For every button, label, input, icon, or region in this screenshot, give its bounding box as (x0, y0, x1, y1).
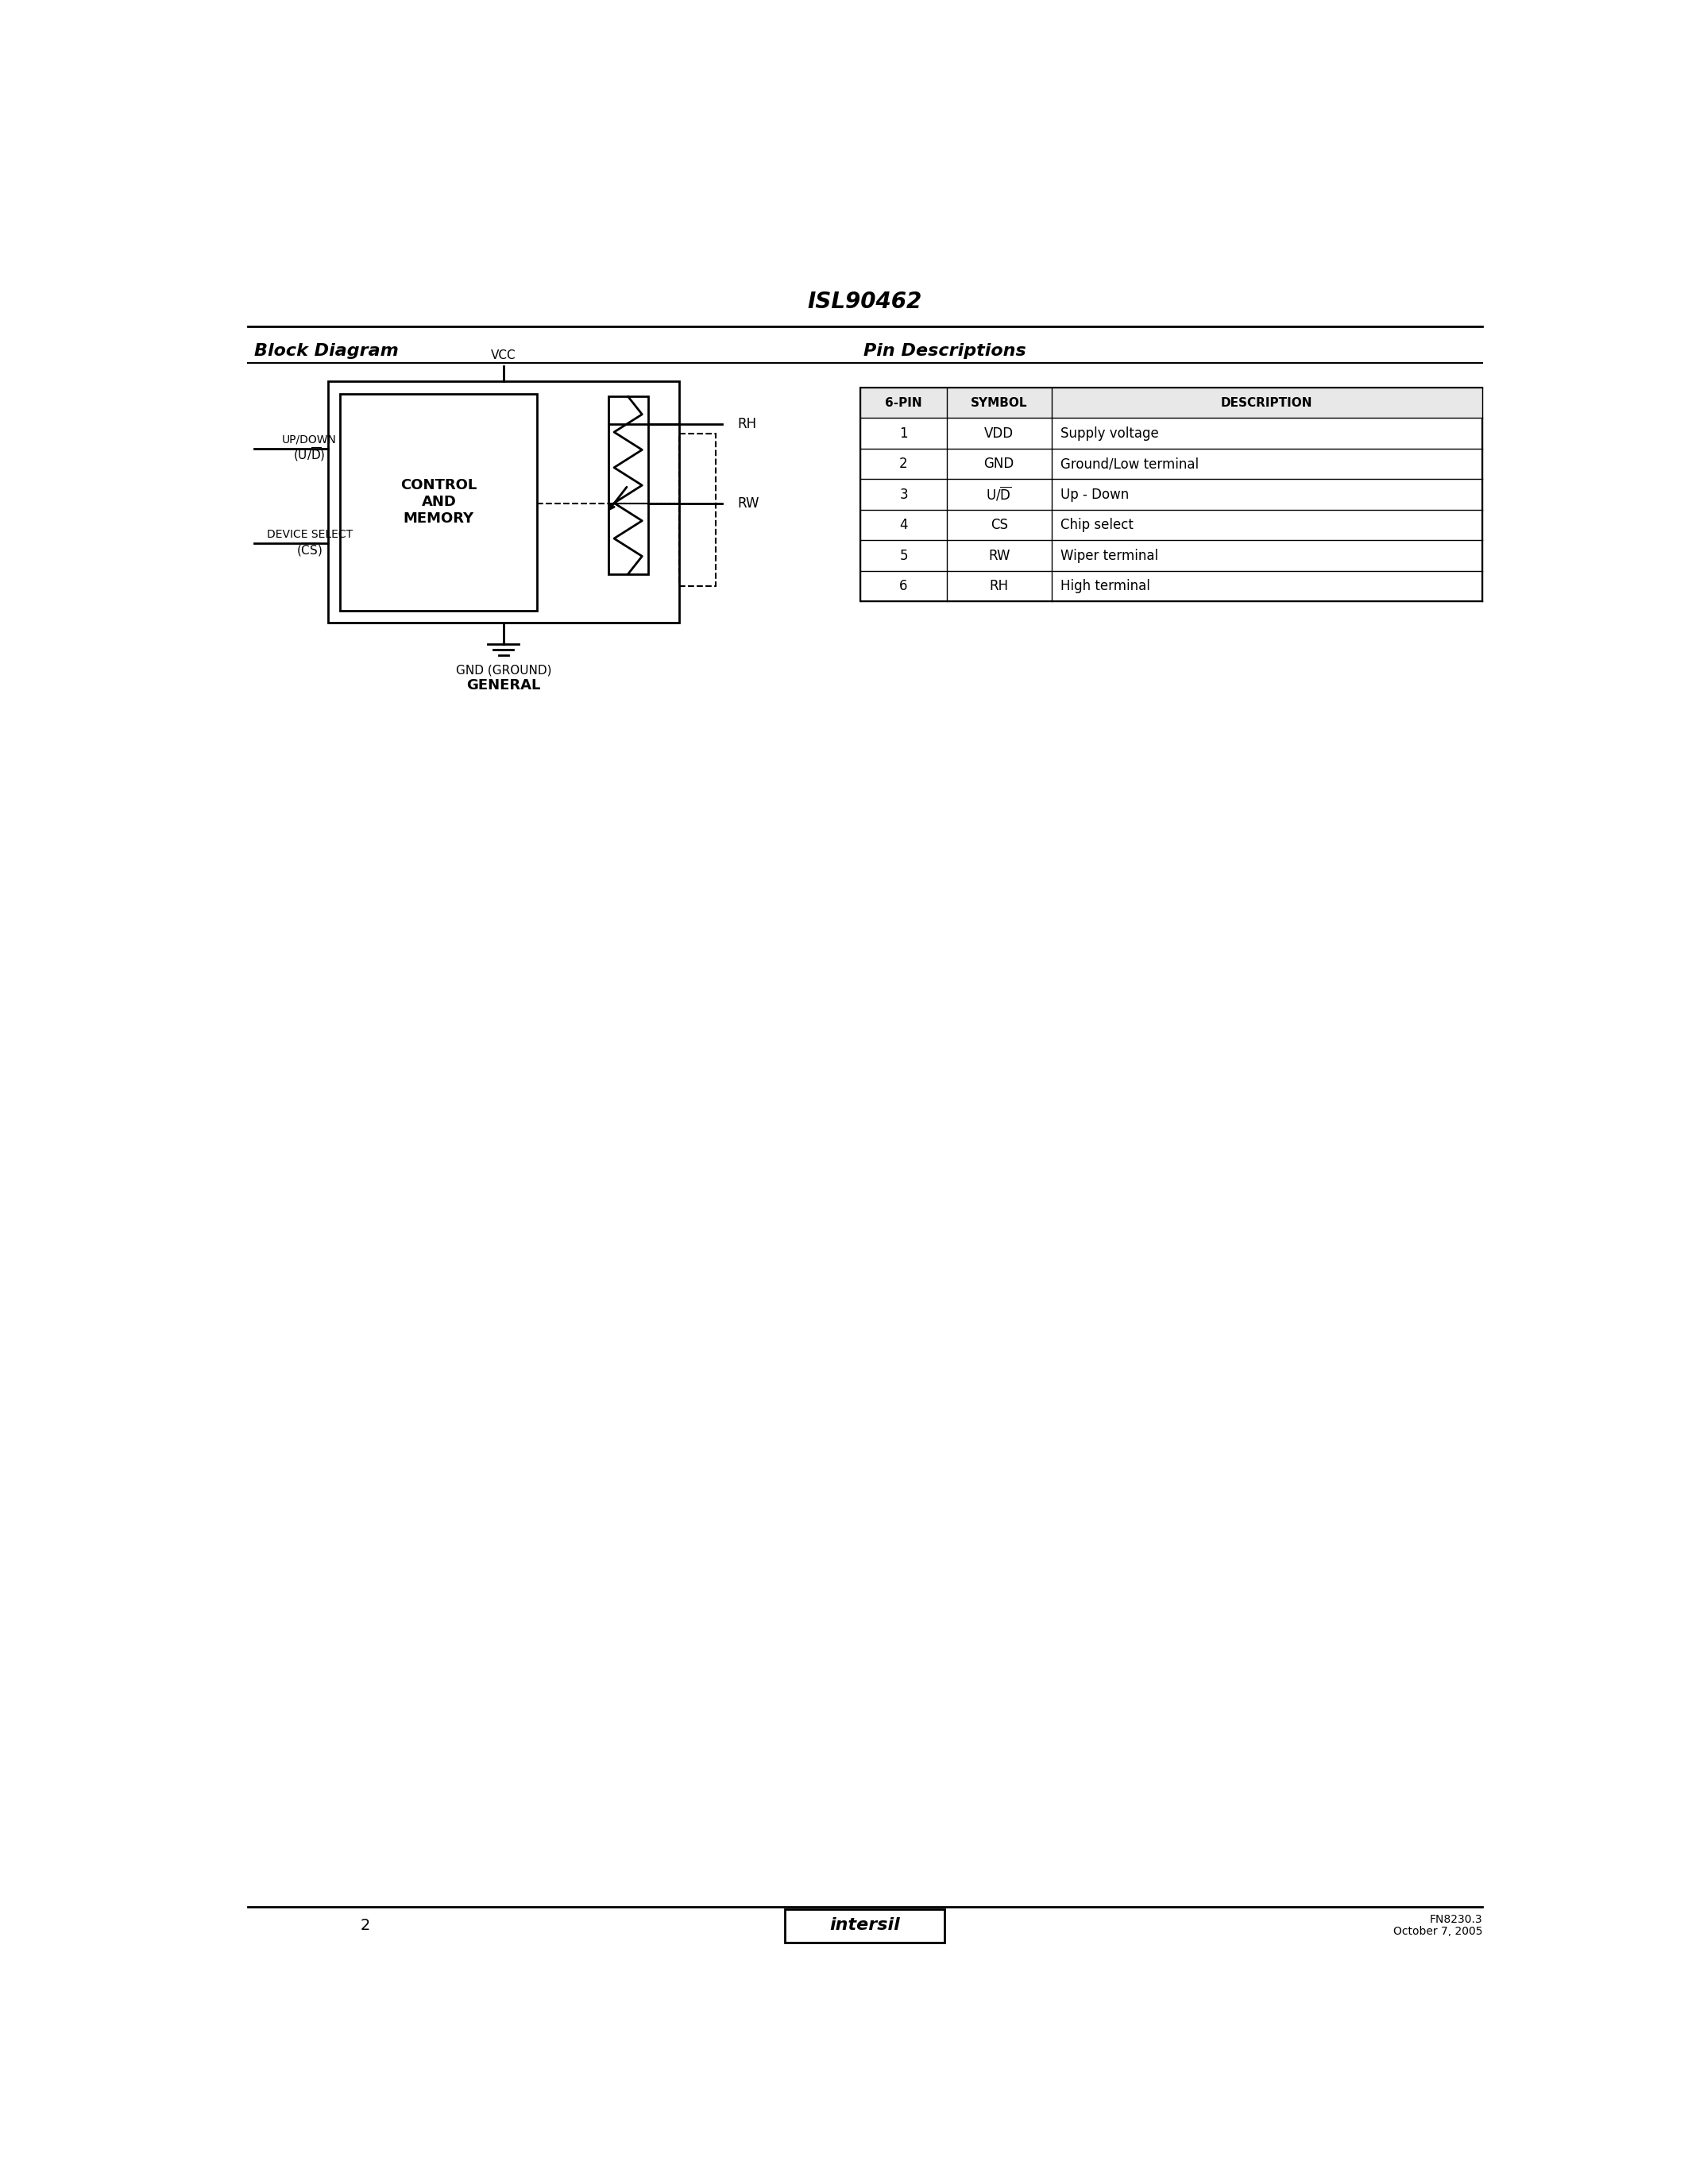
Text: CS: CS (991, 518, 1008, 533)
Text: RW: RW (987, 548, 1009, 563)
Text: RH: RH (989, 579, 1009, 594)
Text: intersil: intersil (829, 1918, 900, 1933)
Bar (785, 1909, 945, 1942)
Text: Supply voltage: Supply voltage (1060, 426, 1160, 441)
Text: VCC: VCC (491, 349, 517, 363)
Text: DESCRIPTION: DESCRIPTION (1220, 397, 1313, 408)
Text: 6: 6 (900, 579, 908, 594)
Text: RH: RH (738, 417, 756, 430)
Bar (679, 432, 716, 585)
Bar (861, 387, 1482, 417)
Bar (608, 397, 648, 574)
Text: Wiper terminal: Wiper terminal (1060, 548, 1158, 563)
Text: Pin Descriptions: Pin Descriptions (864, 343, 1026, 358)
Text: ISL90462: ISL90462 (807, 290, 922, 312)
Text: 1: 1 (900, 426, 908, 441)
Text: 2: 2 (900, 456, 908, 472)
Text: Ground/Low terminal: Ground/Low terminal (1060, 456, 1198, 472)
Text: 5: 5 (900, 548, 908, 563)
Text: FN8230.3: FN8230.3 (1430, 1913, 1482, 1924)
Text: Up - Down: Up - Down (1060, 487, 1129, 502)
Text: UP/DOWN: UP/DOWN (282, 435, 338, 446)
Text: SYMBOL: SYMBOL (971, 397, 1028, 408)
Text: 6-PIN: 6-PIN (885, 397, 922, 408)
Bar (861, 387, 1482, 601)
Text: DEVICE SELECT: DEVICE SELECT (267, 529, 353, 539)
Text: 2: 2 (360, 1918, 370, 1933)
Text: GND (GROUND): GND (GROUND) (456, 664, 552, 677)
Text: 3: 3 (900, 487, 908, 502)
Text: VDD: VDD (984, 426, 1014, 441)
Text: Block Diagram: Block Diagram (255, 343, 398, 358)
Text: (U/$\overline{\rm D}$): (U/$\overline{\rm D}$) (294, 446, 326, 463)
Text: CONTROL
AND
MEMORY: CONTROL AND MEMORY (400, 478, 478, 526)
Text: GENERAL: GENERAL (466, 677, 540, 692)
Text: GND: GND (984, 456, 1014, 472)
Text: October 7, 2005: October 7, 2005 (1393, 1926, 1482, 1937)
Text: High terminal: High terminal (1060, 579, 1150, 594)
Text: RW: RW (738, 496, 760, 511)
Bar (327, 382, 679, 622)
Text: 4: 4 (900, 518, 908, 533)
Text: U/$\overline{\rm D}$: U/$\overline{\rm D}$ (986, 485, 1011, 502)
Bar (341, 393, 537, 612)
Text: ($\overline{\rm CS}$): ($\overline{\rm CS}$) (297, 542, 322, 559)
Text: Chip select: Chip select (1060, 518, 1134, 533)
